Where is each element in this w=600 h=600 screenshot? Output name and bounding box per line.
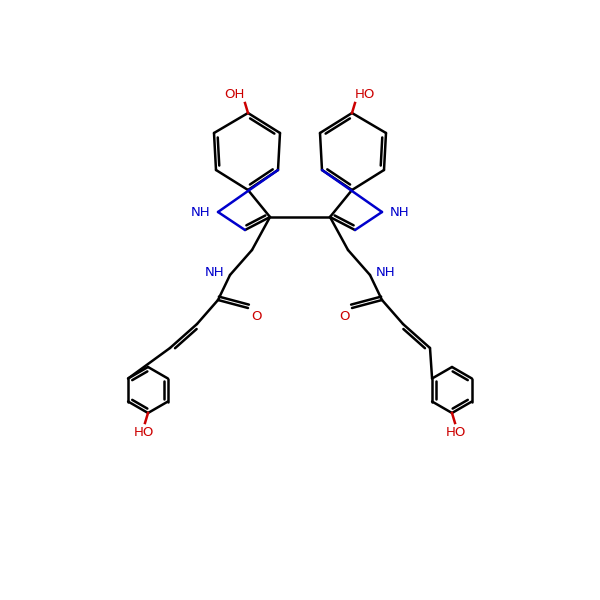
Text: OH: OH [224,88,245,100]
Text: HO: HO [134,425,154,439]
Text: NH: NH [205,266,224,280]
Text: NH: NH [390,205,410,218]
Text: HO: HO [355,88,376,100]
Text: O: O [339,310,349,323]
Text: NH: NH [190,205,210,218]
Text: NH: NH [376,266,395,280]
Text: O: O [251,310,261,323]
Text: HO: HO [446,425,466,439]
